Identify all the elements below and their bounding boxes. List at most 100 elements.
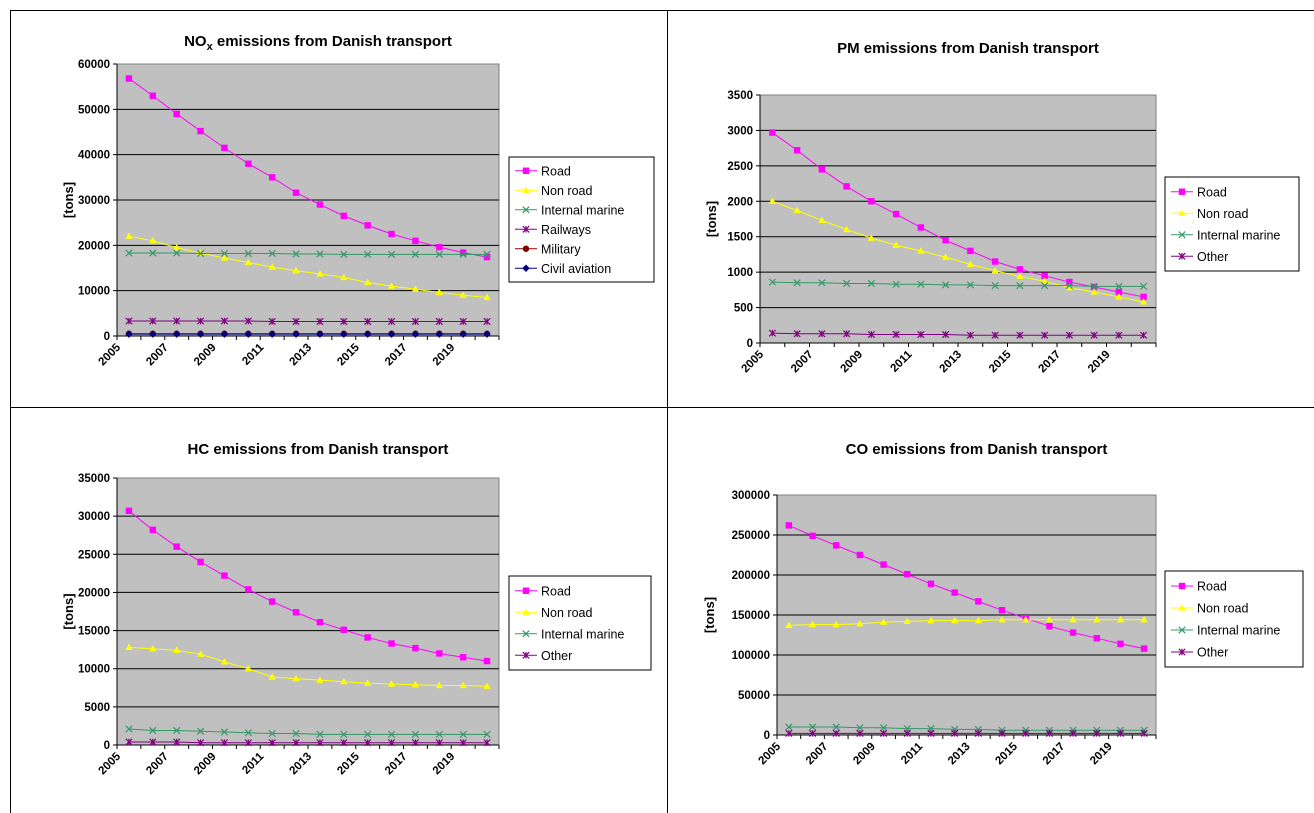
chart-co: CO emissions from Danish transport 0 50000… (669, 409, 1313, 812)
data-point (1065, 281, 1073, 290)
legend-marker (1178, 648, 1186, 656)
data-point (1069, 629, 1077, 636)
legend-marker (522, 245, 530, 252)
data-point (1140, 645, 1148, 652)
data-point (316, 317, 324, 326)
data-point (998, 729, 1006, 738)
data-point (1016, 331, 1024, 339)
data-point (149, 645, 157, 652)
data-point (818, 166, 826, 173)
data-point (268, 598, 276, 605)
data-point (818, 279, 826, 287)
data-point (125, 232, 133, 239)
data-point (809, 532, 816, 539)
chart-title-main: HC emissions from Danish transport (188, 441, 449, 458)
data-point (340, 330, 348, 338)
y-axis-label: [tons] (704, 201, 719, 237)
data-point (1065, 283, 1073, 291)
data-point (483, 730, 491, 738)
legend-label: Civil aviation (541, 262, 611, 276)
data-point (459, 250, 467, 259)
legend-label: Other (1197, 646, 1228, 660)
data-point (364, 278, 372, 286)
x-tick-label: 2013 (938, 349, 965, 376)
legend-label: Non road (1197, 602, 1248, 616)
series-road (125, 75, 491, 261)
data-point (316, 250, 324, 258)
data-point (363, 330, 372, 338)
data-point (292, 189, 300, 196)
chart-hc: HC emissions from Danish transport 0 5000 1… (11, 409, 666, 812)
data-point (904, 571, 911, 578)
data-point (173, 646, 181, 654)
data-point (1116, 729, 1125, 738)
data-point (942, 330, 950, 339)
legend-marker (522, 630, 530, 638)
data-point (435, 250, 443, 259)
chart-title: PM emissions from Danish transport (837, 40, 1099, 57)
data-point (125, 738, 133, 746)
data-point (1022, 729, 1030, 738)
data-point (1090, 282, 1098, 290)
chart-title-rest: emissions from Danish transport (213, 33, 452, 50)
data-point (221, 572, 228, 579)
data-point (196, 249, 205, 258)
series-line (128, 235, 488, 298)
data-point (436, 650, 443, 657)
x-tick-label: 2015 (987, 348, 1014, 375)
data-point (483, 317, 491, 326)
legend-label: Road (1197, 185, 1227, 199)
data-point (879, 729, 888, 738)
y-tick-label: 300000 (732, 490, 770, 502)
y-tick-label: 1000 (727, 267, 753, 279)
legend-label: Non road (541, 184, 592, 198)
data-point (1041, 281, 1049, 290)
y-tick-label: 0 (747, 338, 753, 350)
y-tick-label: 50000 (738, 690, 770, 702)
series-non-road (125, 232, 491, 301)
x-tick-label: 2005 (757, 740, 784, 767)
data-point (483, 739, 491, 747)
y-tick-label: 500 (734, 303, 753, 315)
x-tick-label: 2007 (144, 342, 171, 369)
data-point (411, 250, 420, 259)
x-tick-label: 2007 (804, 741, 831, 768)
data-point (220, 254, 229, 261)
chart-title: CO emissions from Danish transport (846, 441, 1108, 458)
chart-nox: NOx emissions from Danish transport 0 1000… (11, 11, 666, 406)
legend: Road Non road Internal marine Other (508, 575, 652, 671)
series-internal-marine (768, 278, 1148, 290)
data-point (435, 730, 443, 738)
data-point (793, 330, 801, 338)
data-point (387, 680, 396, 687)
data-point (196, 330, 205, 338)
legend-label: Road (541, 164, 571, 178)
data-point (412, 644, 419, 652)
data-point (387, 317, 396, 326)
data-point (340, 739, 348, 747)
data-point (149, 237, 157, 244)
data-point (364, 730, 372, 738)
data-point (1022, 616, 1030, 623)
data-point (173, 543, 180, 550)
y-tick-label: 50000 (78, 104, 110, 116)
series-line (772, 132, 1144, 298)
data-point (196, 249, 205, 256)
data-point (220, 728, 229, 736)
y-tick-label: 35000 (78, 473, 110, 485)
y-tick-label: 5000 (84, 702, 110, 714)
x-tick-label: 2013 (946, 741, 973, 768)
series-line (788, 619, 1145, 626)
data-point (387, 730, 396, 738)
data-point (1140, 729, 1148, 738)
series-line (788, 524, 1145, 650)
data-point (966, 281, 974, 289)
data-point (917, 280, 925, 288)
data-point (125, 75, 133, 82)
series-line (128, 728, 488, 735)
y-tick-label: 10000 (78, 664, 110, 676)
y-tick-label: 40000 (78, 150, 110, 162)
data-point (483, 293, 491, 301)
data-point (843, 330, 851, 338)
data-point (1140, 293, 1147, 301)
